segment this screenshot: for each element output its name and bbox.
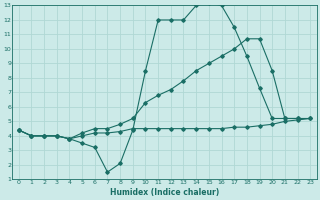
X-axis label: Humidex (Indice chaleur): Humidex (Indice chaleur) xyxy=(110,188,219,197)
